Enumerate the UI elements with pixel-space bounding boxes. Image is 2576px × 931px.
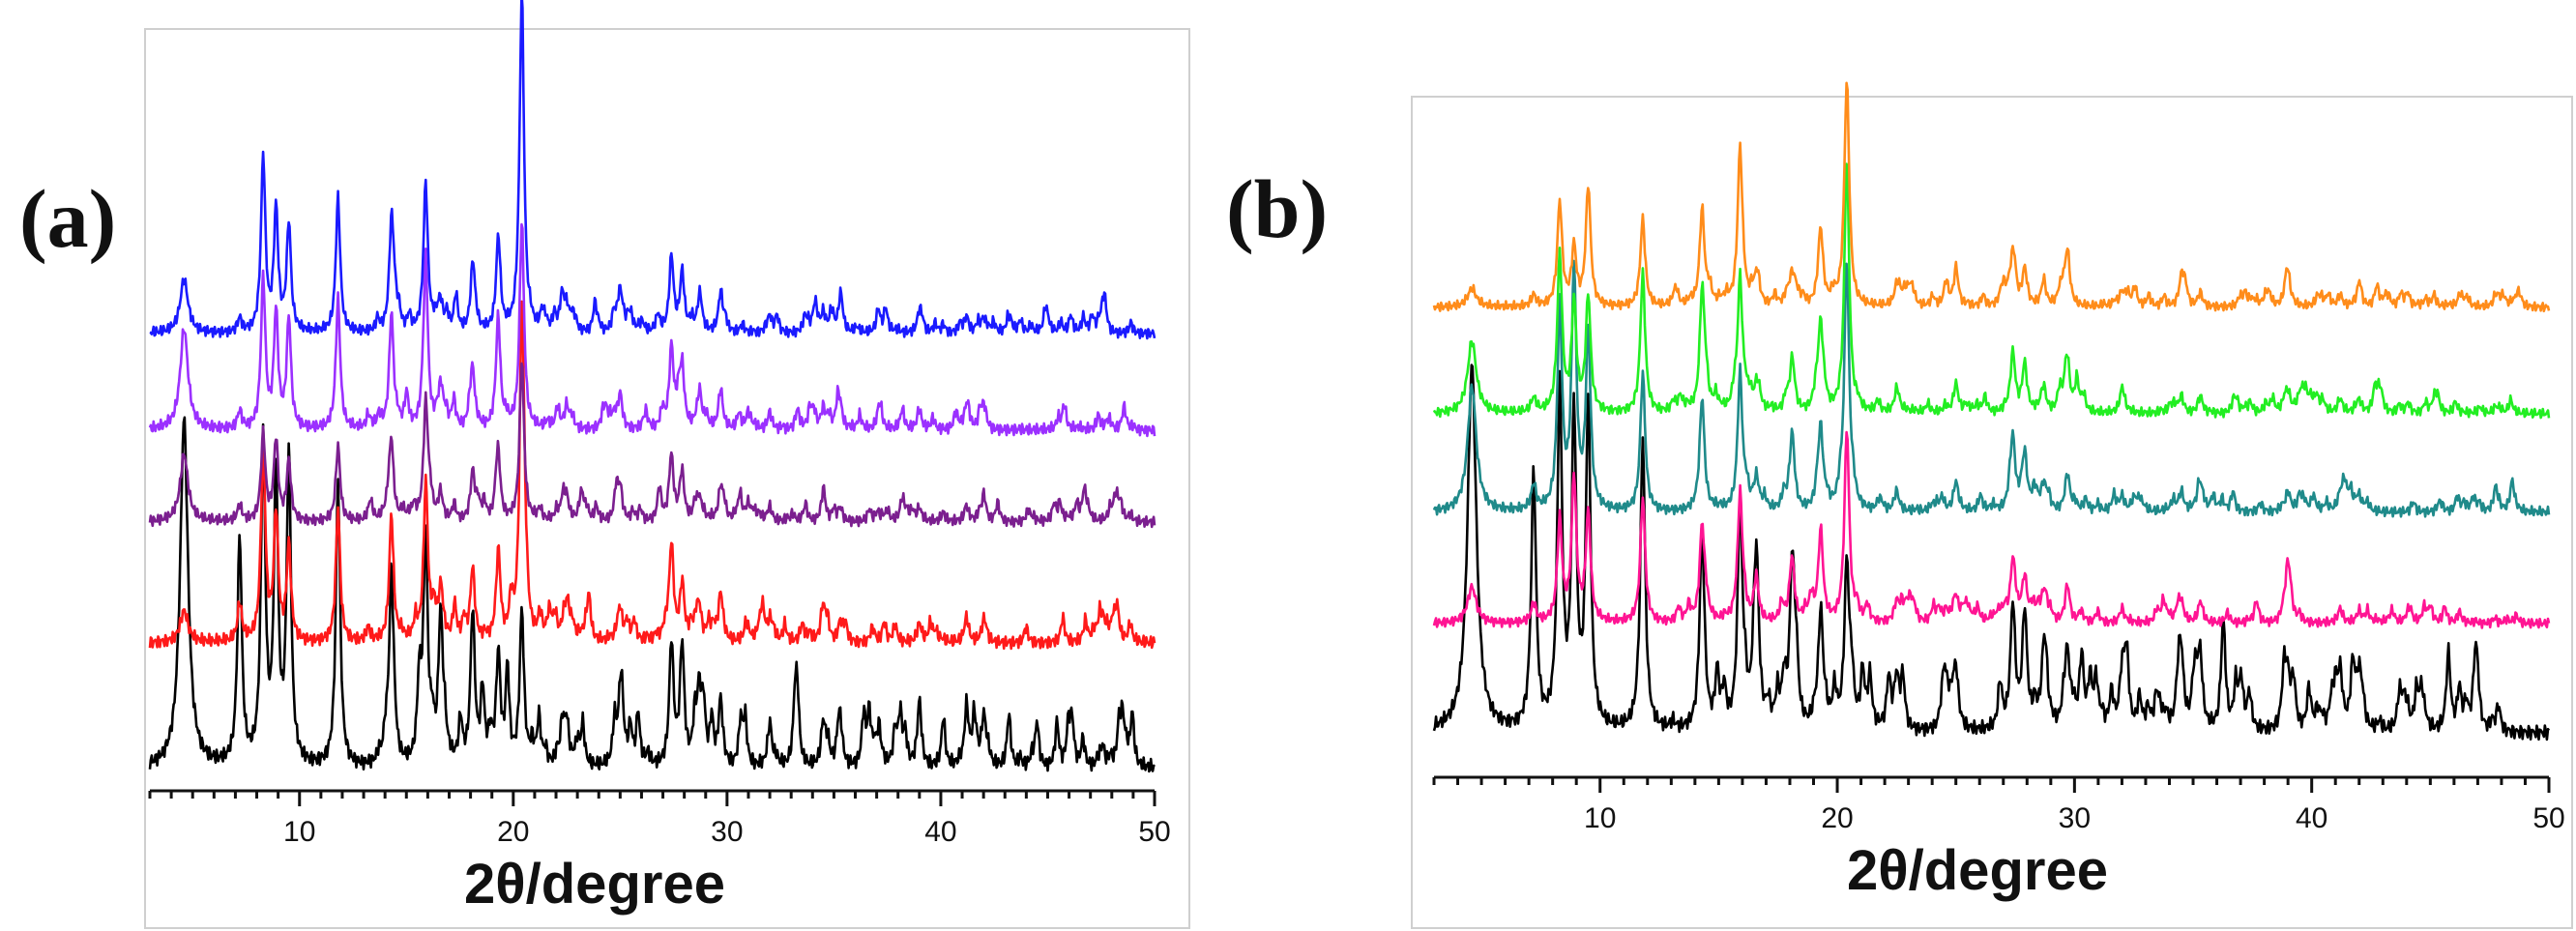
x-tick-label: 20	[497, 816, 529, 848]
series-line-ph-9	[1432, 259, 2551, 518]
x-tick-label: 30	[2059, 802, 2091, 834]
series-line-h-o	[149, 0, 1156, 340]
panel-a-series-group	[148, 0, 1156, 773]
x-tick-label: 10	[283, 816, 315, 848]
x-tick-label: 50	[2532, 802, 2564, 834]
panel-b-series-group	[1432, 81, 2551, 742]
series-line-simulated	[1432, 364, 2551, 742]
series-line-dmf	[148, 222, 1156, 438]
x-tick-label: 30	[711, 816, 743, 848]
series-line-experimental	[148, 300, 1156, 651]
series-line-simulated	[148, 416, 1156, 773]
x-tick-label: 10	[1584, 802, 1616, 834]
panel-a-frame	[144, 28, 1190, 929]
panel-b: (b) 10 20 30 40 50 2θ/degree	[1226, 81, 2573, 929]
x-tick-label: 20	[1821, 802, 1853, 834]
series-line-ph-5	[1432, 162, 2551, 420]
x-tick-label: 50	[1138, 816, 1170, 848]
panel-a-x-axis-title: 2θ/degree	[464, 853, 725, 916]
x-tick-label: 40	[924, 816, 956, 848]
panel-a: (a) 10 20 30 40 50 2θ/degree	[19, 0, 1190, 929]
series-line-ph-13	[1432, 430, 2551, 629]
panel-a-label: (a)	[19, 172, 116, 265]
panel-b-x-axis-title: 2θ/degree	[1847, 839, 2108, 902]
x-tick-label: 40	[2296, 802, 2327, 834]
series-line-etoh	[148, 362, 1156, 529]
panel-b-x-ticks: 10 20 30 40 50	[1432, 777, 2565, 834]
panel-b-label: (b)	[1226, 162, 1328, 255]
panel-a-x-ticks: 10 20 30 40 50	[148, 791, 1171, 848]
series-line-ph-3	[1432, 81, 2551, 313]
